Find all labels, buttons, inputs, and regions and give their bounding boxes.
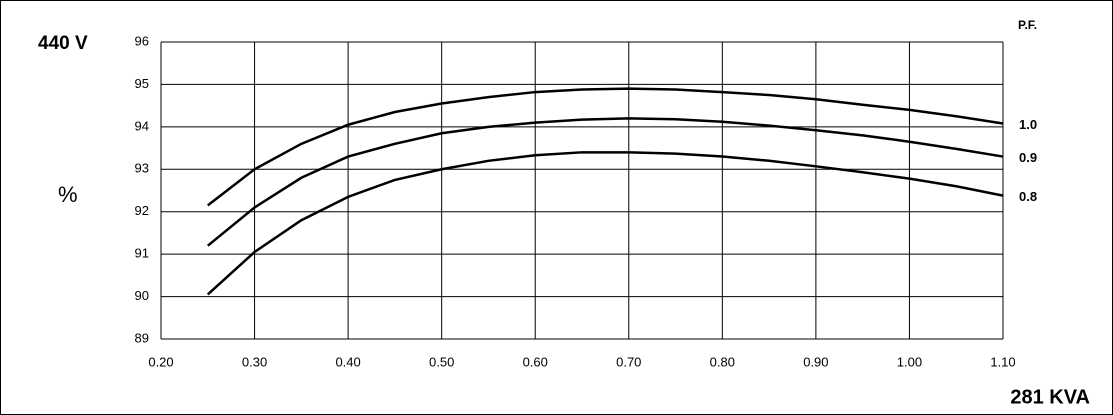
series-line: [207, 87, 1004, 207]
y-axis-label: %: [58, 182, 78, 207]
series-line: [206, 151, 1004, 296]
x-tick-label: 0.90: [803, 354, 828, 369]
y-tick-label: 93: [135, 161, 149, 176]
y-tick-label: 96: [135, 33, 149, 48]
x-tick-label: 1.10: [990, 354, 1015, 369]
x-tick-label: 0.50: [429, 354, 454, 369]
y-tick-label: 91: [135, 246, 149, 261]
series-label: 0.9: [1019, 150, 1037, 165]
x-tick-label: 0.40: [335, 354, 360, 369]
x-tick-label: 0.60: [523, 354, 548, 369]
chart-title: 440 V: [38, 33, 88, 54]
x-tick-label: 0.30: [242, 354, 267, 369]
x-tick-label: 0.80: [710, 354, 735, 369]
y-tick-label: 89: [135, 330, 149, 345]
x-axis-label: 281 KVA: [1010, 386, 1090, 408]
y-tick-label: 94: [135, 118, 149, 133]
y-tick-label: 92: [135, 203, 149, 218]
series-line: [206, 117, 1004, 247]
x-tick-label: 0.20: [148, 354, 173, 369]
y-tick-label: 90: [135, 288, 149, 303]
legend-title: P.F.: [1018, 18, 1037, 32]
y-tick-label: 95: [135, 76, 149, 91]
series-label: 1.0: [1019, 117, 1037, 132]
series-label: 0.8: [1019, 189, 1037, 204]
x-tick-label: 1.00: [897, 354, 922, 369]
x-tick-label: 0.70: [616, 354, 641, 369]
